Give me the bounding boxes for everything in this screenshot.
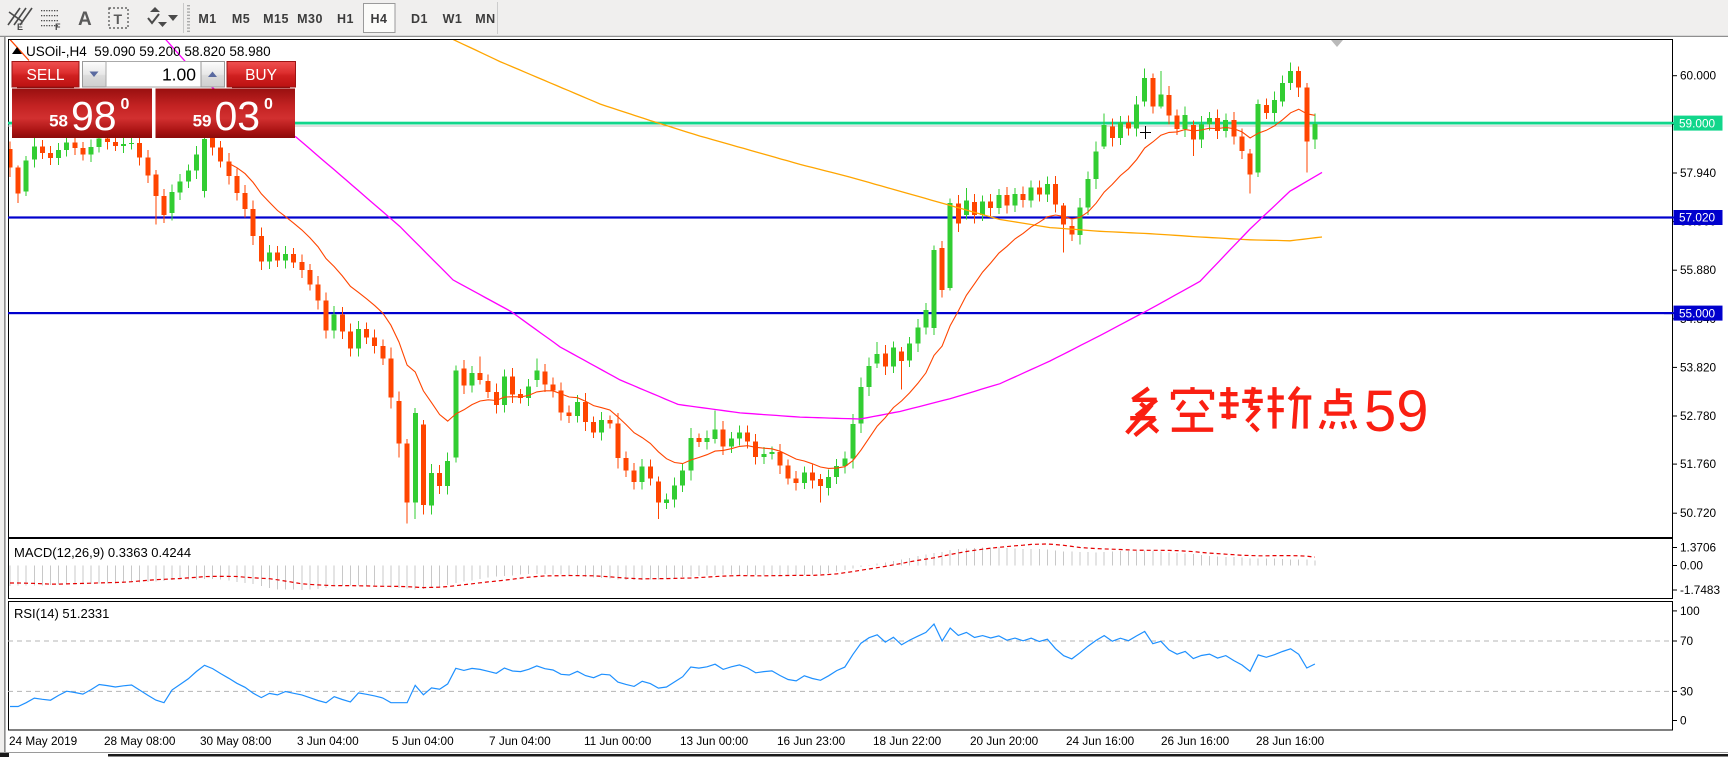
- svg-text:7 Jun 04:00: 7 Jun 04:00: [489, 734, 551, 748]
- svg-text:16 Jun 23:00: 16 Jun 23:00: [777, 734, 846, 748]
- svg-text:3 Jun 04:00: 3 Jun 04:00: [297, 734, 359, 748]
- svg-text:28 May 08:00: 28 May 08:00: [104, 734, 176, 748]
- svg-text:MN: MN: [475, 12, 495, 26]
- svg-text:100: 100: [1680, 604, 1700, 618]
- svg-text:SELL: SELL: [27, 67, 65, 84]
- svg-text:-1.7483: -1.7483: [1680, 583, 1720, 597]
- svg-text:18 Jun 22:00: 18 Jun 22:00: [873, 734, 942, 748]
- svg-text:MACD(12,26,9) 0.3363 0.4244: MACD(12,26,9) 0.3363 0.4244: [14, 545, 191, 560]
- svg-text:M30: M30: [297, 12, 323, 26]
- svg-text:5 Jun 04:00: 5 Jun 04:00: [392, 734, 454, 748]
- svg-text:M15: M15: [263, 12, 289, 26]
- svg-text:55.000: 55.000: [1679, 306, 1716, 320]
- svg-text:D1: D1: [411, 12, 428, 26]
- svg-text:59.000: 59.000: [1679, 116, 1716, 130]
- svg-text:0: 0: [1680, 714, 1687, 728]
- svg-text:BUY: BUY: [245, 67, 277, 84]
- svg-text:30: 30: [1680, 684, 1694, 698]
- svg-text:30 May 08:00: 30 May 08:00: [200, 734, 272, 748]
- svg-text:USOil-,H4 59.090 59.200 58.82: USOil-,H4 59.090 59.200 58.820 58.980: [26, 44, 271, 59]
- svg-text:E: E: [17, 22, 23, 32]
- svg-text:13 Jun 00:00: 13 Jun 00:00: [680, 734, 749, 748]
- svg-text:70: 70: [1680, 634, 1694, 648]
- svg-text:53.820: 53.820: [1680, 360, 1717, 374]
- svg-text:A: A: [78, 9, 92, 30]
- svg-text:RSI(14) 51.2331: RSI(14) 51.2331: [14, 606, 109, 621]
- svg-text:03: 03: [215, 93, 261, 139]
- svg-text:F: F: [55, 22, 61, 32]
- svg-text:1.00: 1.00: [162, 65, 196, 85]
- svg-text:50.720: 50.720: [1680, 506, 1717, 520]
- svg-text:51.760: 51.760: [1680, 457, 1717, 471]
- svg-text:55.880: 55.880: [1680, 263, 1717, 277]
- svg-text:M1: M1: [198, 12, 216, 26]
- svg-text:57.020: 57.020: [1679, 211, 1716, 225]
- svg-text:24 May 2019: 24 May 2019: [9, 734, 77, 748]
- svg-text:26 Jun 16:00: 26 Jun 16:00: [1161, 734, 1230, 748]
- svg-text:0: 0: [264, 96, 273, 113]
- svg-text:11 Jun 00:00: 11 Jun 00:00: [584, 734, 652, 748]
- svg-text:H1: H1: [337, 12, 354, 26]
- svg-text:59: 59: [193, 112, 212, 131]
- svg-text:59: 59: [1364, 379, 1429, 444]
- svg-text:0: 0: [121, 96, 130, 113]
- svg-text:24 Jun 16:00: 24 Jun 16:00: [1066, 734, 1135, 748]
- svg-text:20 Jun 20:00: 20 Jun 20:00: [970, 734, 1039, 748]
- svg-text:M5: M5: [232, 12, 250, 26]
- svg-text:1.3706: 1.3706: [1680, 541, 1717, 555]
- svg-text:H4: H4: [371, 12, 388, 26]
- svg-text:60.000: 60.000: [1680, 69, 1717, 83]
- svg-text:52.780: 52.780: [1680, 409, 1717, 423]
- svg-text:58: 58: [49, 112, 68, 131]
- svg-text:98: 98: [71, 93, 117, 139]
- svg-text:W1: W1: [443, 12, 463, 26]
- svg-text:0.00: 0.00: [1680, 559, 1703, 573]
- svg-text:T: T: [114, 11, 123, 27]
- svg-text:28 Jun 16:00: 28 Jun 16:00: [1256, 734, 1325, 748]
- svg-text:57.940: 57.940: [1680, 166, 1717, 180]
